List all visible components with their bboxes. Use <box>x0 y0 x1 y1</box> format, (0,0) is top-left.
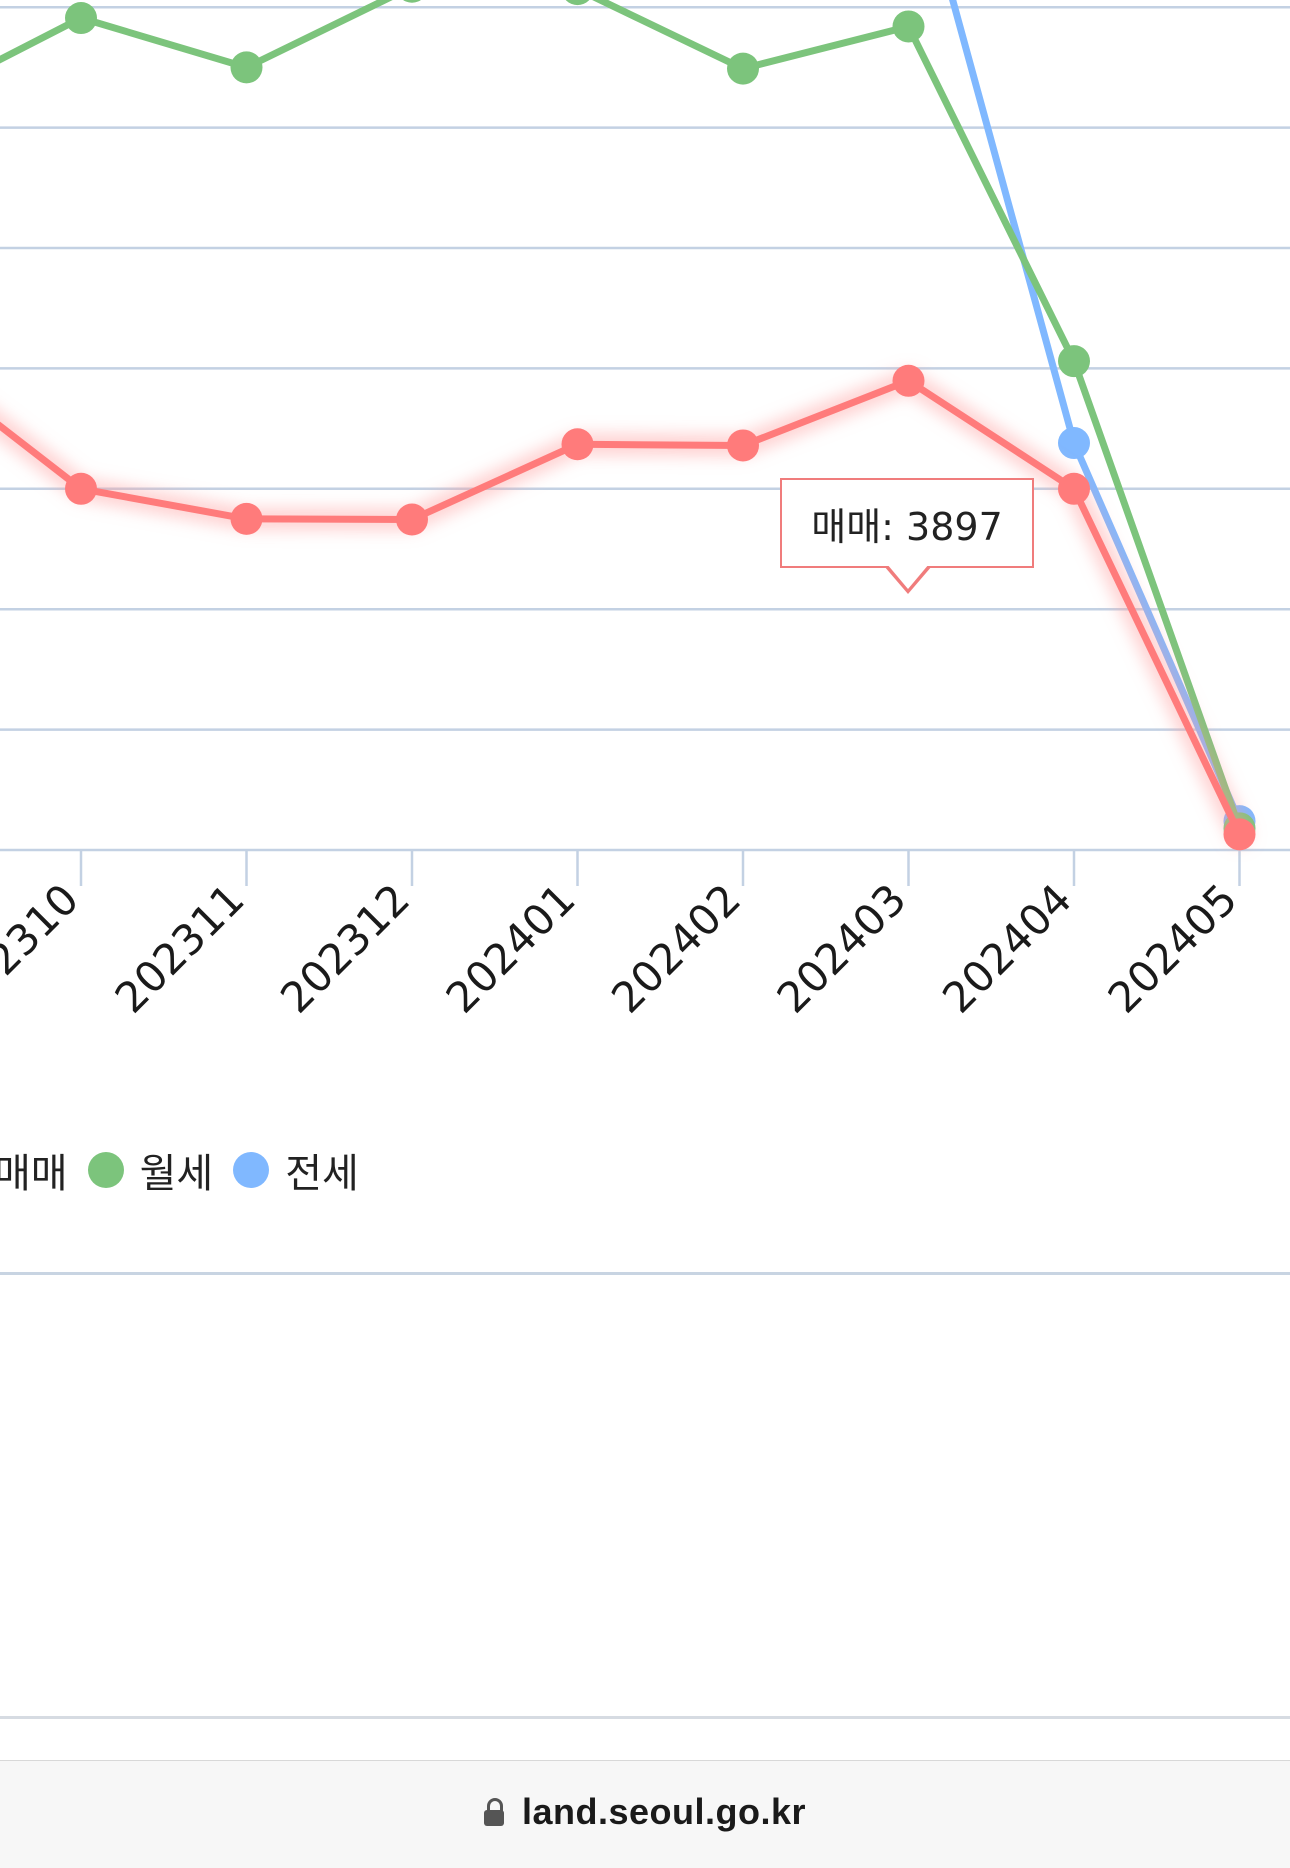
legend-dot-monthly-rent <box>87 1152 124 1188</box>
x-tick-label: 202312 <box>271 874 419 1022</box>
legend-label-sale: 매매 <box>0 1151 68 1197</box>
x-tick-label: 202405 <box>1099 874 1247 1022</box>
legend-label-monthly-rent: 월세 <box>139 1151 214 1197</box>
browser-address-bar[interactable]: land.seoul.go.kr <box>0 1760 1290 1868</box>
data-point-1-0 <box>65 2 97 35</box>
data-point-0-7 <box>1223 818 1256 851</box>
data-point-1-2 <box>403 0 421 3</box>
legend-label-jeonse: 전세 <box>285 1151 359 1197</box>
data-point-1-4 <box>727 52 759 85</box>
url-container[interactable]: land.seoul.go.kr <box>483 1790 807 1833</box>
data-point-0-2 <box>396 503 428 536</box>
x-tick-label: 202311 <box>106 874 254 1022</box>
data-point-1-6 <box>1058 345 1090 378</box>
section-divider-lower <box>0 1716 1290 1719</box>
legend-dot-jeonse <box>233 1152 270 1188</box>
data-point-0-1 <box>230 502 263 535</box>
series-line-2 <box>949 0 1243 825</box>
tooltip-arrow-fill <box>887 564 929 589</box>
data-point-2-6 <box>1058 427 1090 460</box>
chart-area: 202310 202311 202312 202401 202402 202403 2024… <box>0 0 1290 1719</box>
x-tick-label: 202402 <box>602 874 750 1022</box>
series-line-1 <box>0 0 1243 832</box>
x-tick-label: 202401 <box>437 874 585 1022</box>
data-point-1-5 <box>892 10 925 43</box>
section-divider <box>0 1272 1290 1275</box>
tooltip: 매매: 3897 <box>780 478 1034 568</box>
data-point-1-3 <box>565 0 590 6</box>
data-point-0-4 <box>727 429 759 462</box>
data-point-0-5 <box>892 364 925 397</box>
url-text[interactable]: land.seoul.go.kr <box>521 1790 807 1832</box>
series-line-sale-glow <box>0 369 1251 846</box>
x-tick-label: 202404 <box>933 874 1081 1022</box>
data-point-0-3 <box>561 428 594 461</box>
x-tick-label: 202403 <box>768 874 916 1022</box>
legend-item-monthly-rent[interactable]: 월세 <box>87 1141 214 1199</box>
legend-item-jeonse[interactable]: 전세 <box>233 1141 359 1199</box>
line-chart: 202310 202311 202312 202401 202402 202403 2024… <box>0 0 1290 1022</box>
x-tick-label: 202310 <box>0 874 88 1022</box>
legend-item-sale[interactable]: 매매 <box>0 1141 68 1199</box>
legend: 매매 월세 전세 <box>0 1140 379 1200</box>
tooltip-text: 매매: 3897 <box>811 504 1003 549</box>
data-point-0-6 <box>1058 472 1090 505</box>
data-point-0-0 <box>65 472 97 505</box>
data-point-1-1 <box>230 51 263 84</box>
lock-icon <box>483 1797 504 1826</box>
